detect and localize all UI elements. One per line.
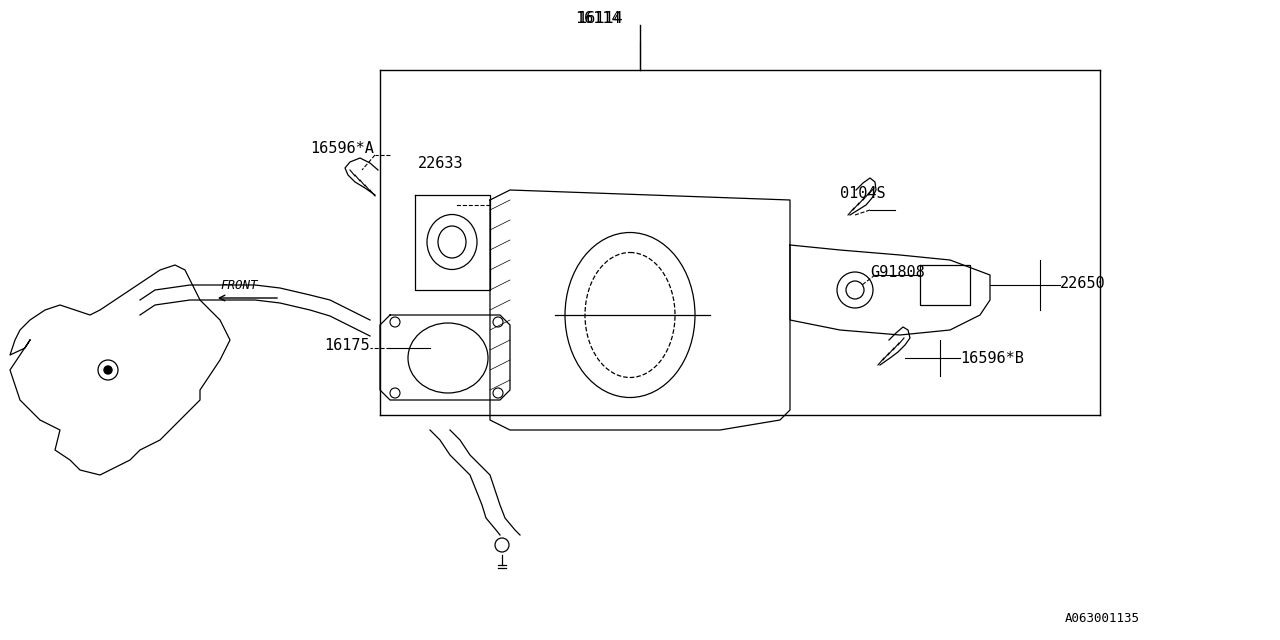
Text: 0104S: 0104S xyxy=(840,186,886,200)
Text: FRONT: FRONT xyxy=(220,278,257,291)
Text: 22650: 22650 xyxy=(1060,275,1106,291)
Text: 16175: 16175 xyxy=(324,337,370,353)
Text: 16596*A: 16596*A xyxy=(310,141,374,156)
Text: 16596*B: 16596*B xyxy=(960,351,1024,365)
Text: G91808: G91808 xyxy=(870,264,924,280)
Circle shape xyxy=(104,366,113,374)
Text: 22633: 22633 xyxy=(419,156,463,170)
Text: 16114: 16114 xyxy=(577,10,623,26)
Text: 16114: 16114 xyxy=(575,10,621,26)
Text: A063001135: A063001135 xyxy=(1065,611,1140,625)
